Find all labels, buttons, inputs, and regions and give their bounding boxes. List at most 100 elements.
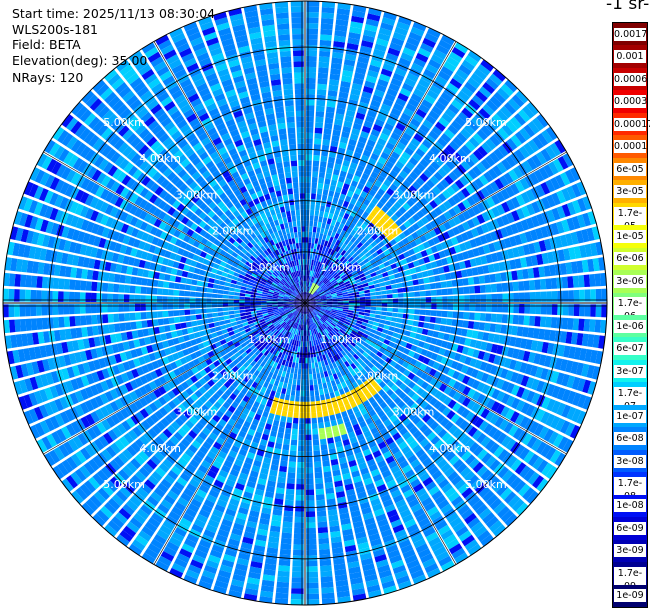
range-gate <box>346 144 356 152</box>
range-gate <box>223 315 230 320</box>
range-gate <box>385 285 392 290</box>
range-gate <box>314 362 319 369</box>
range-gate <box>318 216 323 223</box>
range-gate <box>305 352 308 358</box>
range-gate <box>378 252 386 259</box>
range-gate <box>309 296 314 300</box>
range-gate <box>335 158 343 165</box>
range-gate <box>528 242 536 254</box>
range-gate <box>321 144 330 152</box>
range-gate <box>362 282 369 288</box>
range-gate <box>434 324 441 331</box>
range-gate <box>386 117 397 127</box>
range-gate <box>302 352 305 358</box>
range-gate <box>326 241 332 248</box>
range-gate <box>296 478 305 485</box>
range-gate <box>456 319 464 328</box>
range-gate <box>306 292 308 298</box>
range-gate <box>281 532 292 539</box>
range-gate <box>327 156 336 164</box>
range-gate <box>409 267 417 275</box>
range-gate <box>351 283 358 288</box>
range-gate <box>365 306 371 310</box>
range-gate <box>283 510 294 517</box>
range-gate <box>531 154 543 168</box>
range-gate <box>325 223 331 230</box>
range-gate <box>356 242 363 249</box>
range-gate <box>441 310 448 318</box>
range-gate <box>573 246 582 259</box>
range-gate <box>467 120 479 132</box>
range-gate <box>434 156 445 167</box>
range-gate <box>315 488 325 495</box>
range-gate <box>308 295 314 300</box>
range-gate <box>255 303 262 306</box>
range-gate <box>423 168 433 179</box>
range-gate <box>322 217 328 224</box>
range-gate <box>321 12 335 19</box>
range-gate <box>311 289 316 295</box>
range-gate <box>541 129 553 144</box>
range-gate <box>533 169 545 183</box>
range-gate <box>570 332 578 345</box>
range-gate <box>478 107 491 120</box>
range-gate <box>425 262 433 270</box>
range-gate <box>383 11 397 21</box>
range-gate <box>330 179 338 187</box>
range-gate <box>297 456 305 463</box>
range-gate <box>507 98 521 111</box>
range-gate <box>417 243 426 252</box>
range-gate <box>310 303 316 306</box>
range-gate <box>96 303 103 313</box>
range-gate <box>392 308 399 313</box>
range-gate <box>467 249 475 259</box>
range-gate <box>370 171 379 180</box>
range-gate <box>333 168 340 176</box>
range-gate <box>308 368 313 375</box>
range-gate <box>306 17 319 24</box>
range-gate <box>404 77 417 88</box>
range-gate <box>397 293 404 298</box>
range-gate <box>281 387 287 395</box>
range-gate <box>377 156 387 165</box>
range-gate <box>356 258 363 265</box>
range-gate <box>449 78 463 90</box>
range-gate <box>370 152 380 161</box>
range-gate <box>173 303 179 310</box>
range-gate <box>369 248 376 255</box>
range-gate <box>367 254 374 261</box>
range-gate <box>348 300 355 303</box>
range-gate <box>398 232 407 240</box>
range-gate <box>372 147 382 156</box>
range-gate <box>482 265 490 274</box>
range-gate <box>587 211 597 225</box>
range-gate <box>461 107 474 119</box>
range-gate <box>411 273 418 280</box>
range-gate <box>255 307 262 311</box>
range-gate <box>456 132 468 144</box>
range-gate <box>200 308 207 314</box>
range-gate <box>425 134 436 145</box>
range-gate <box>520 219 530 231</box>
range-gate <box>320 295 326 298</box>
range-gate <box>365 303 371 307</box>
range-gate <box>413 88 425 98</box>
range-gate <box>500 188 510 200</box>
range-gate <box>552 250 560 263</box>
range-gate <box>480 158 491 170</box>
range-gate <box>368 7 382 17</box>
range-gate <box>313 215 319 222</box>
range-gate <box>311 412 317 419</box>
range-gate <box>335 19 349 27</box>
range-gate <box>511 270 518 281</box>
range-gate <box>436 182 446 192</box>
range-gate <box>480 255 488 265</box>
range-gate <box>505 185 515 198</box>
range-gate <box>305 396 310 402</box>
range-gate <box>345 283 352 288</box>
range-gate <box>317 288 323 293</box>
range-gate <box>371 233 379 241</box>
range-gate <box>414 190 423 200</box>
range-gate <box>288 361 293 368</box>
range-gate <box>286 416 293 424</box>
